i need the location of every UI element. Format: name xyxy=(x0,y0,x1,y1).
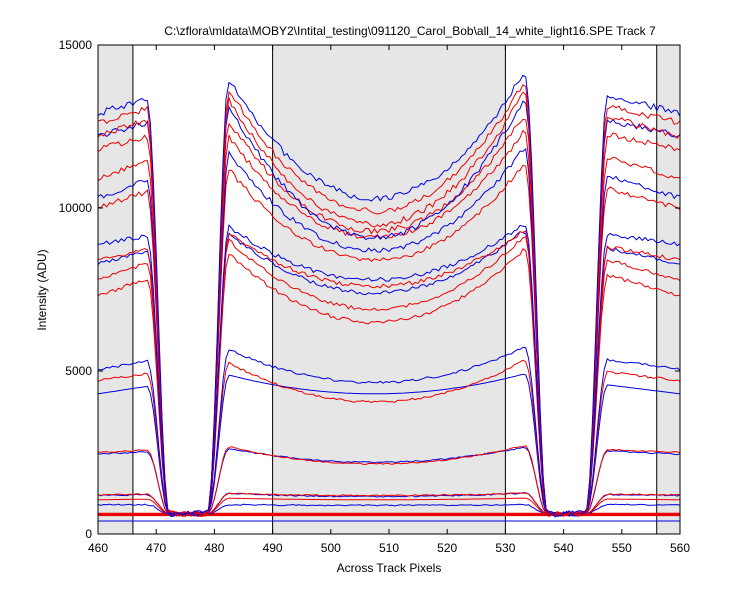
x-tick-label-2: 480 xyxy=(204,541,224,555)
x-tick-label-9: 550 xyxy=(612,541,632,555)
x-axis-ticks: 460 470 480 490 500 510 520 530 540 550 560 xyxy=(88,45,690,555)
x-tick-label-0: 460 xyxy=(88,541,108,555)
chart-title: C:\zflora\mldata\MOBY2\Intital_testing\0… xyxy=(164,24,656,38)
x-tick-label-4: 500 xyxy=(321,541,341,555)
series-line-24 xyxy=(97,74,681,518)
shaded-region-1 xyxy=(272,45,506,534)
y-axis-ticks: 0 5000 10000 15000 xyxy=(59,38,680,541)
x-tick-label-8: 540 xyxy=(554,541,574,555)
x-tick-label-10: 560 xyxy=(670,541,690,555)
x-tick-label-3: 490 xyxy=(263,541,283,555)
y-tick-label-1: 5000 xyxy=(65,364,92,378)
y-tick-label-2: 10000 xyxy=(59,201,93,215)
x-tick-label-6: 520 xyxy=(437,541,457,555)
shaded-regions xyxy=(98,45,680,534)
x-tick-label-7: 530 xyxy=(495,541,515,555)
shaded-region-0 xyxy=(98,45,133,534)
series-layer xyxy=(97,74,681,522)
x-axis-label: Across Track Pixels xyxy=(337,561,442,575)
y-tick-label-3: 15000 xyxy=(59,38,93,52)
y-axis-label: Intensity (ADU) xyxy=(35,249,49,330)
shaded-region-2 xyxy=(656,45,680,534)
y-tick-label-0: 0 xyxy=(85,527,92,541)
x-tick-label-1: 470 xyxy=(146,541,166,555)
x-tick-label-5: 510 xyxy=(379,541,399,555)
